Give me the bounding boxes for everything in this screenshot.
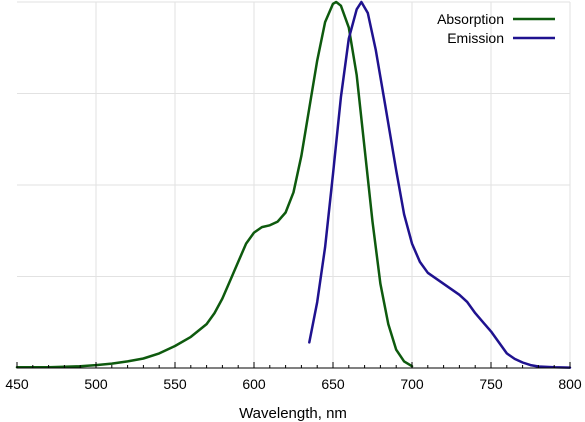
x-tick-label: 550 — [163, 376, 187, 392]
series-layer — [15, 0, 572, 369]
x-axis-title: Wavelength, nm — [239, 405, 347, 422]
series-line-emission — [308, 0, 572, 369]
x-tick-label: 650 — [321, 376, 345, 392]
x-axis: 450 500 550 600 650 700 750 800 — [5, 362, 582, 392]
legend: Absorption Emission — [437, 11, 555, 46]
series-line-absorption — [15, 0, 414, 369]
legend-label-absorption: Absorption — [437, 11, 504, 27]
x-tick-label: 450 — [5, 376, 29, 392]
x-tick-label: 800 — [558, 376, 582, 392]
x-tick-label: 600 — [242, 376, 266, 392]
x-tick-label: 750 — [479, 376, 503, 392]
x-tick-label: 700 — [400, 376, 424, 392]
x-tick-label: 500 — [84, 376, 108, 392]
legend-label-emission: Emission — [447, 30, 504, 46]
chart-grid — [17, 1, 571, 368]
